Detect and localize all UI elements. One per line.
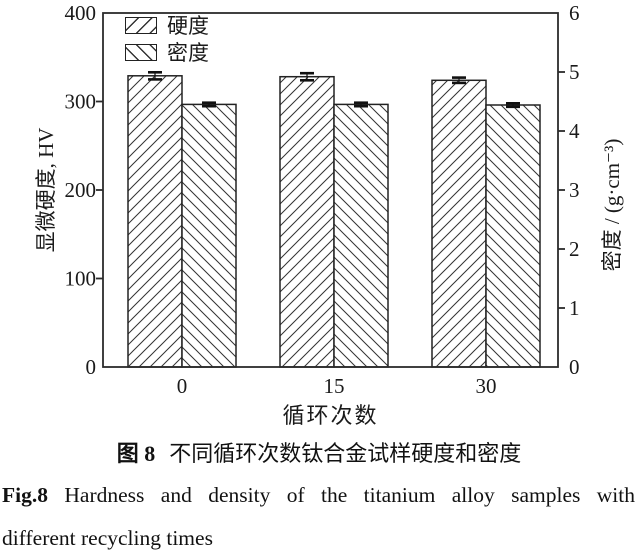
bar-硬度-15 [279, 75, 335, 368]
right-tick-label-4: 4 [569, 119, 580, 143]
caption-english: Fig.8 Hardness and density of the titani… [2, 474, 635, 554]
left-tick-label-200: 200 [65, 178, 97, 202]
caption-en-line2: different recycling times [2, 526, 213, 550]
right-tick-label-6: 6 [569, 1, 580, 25]
caption-en-line1: Fig.8 Hardness and density of the titani… [2, 474, 635, 517]
legend: 硬度 密度 [125, 13, 209, 67]
x-tick-label-0: 0 [177, 374, 188, 398]
right-tick-label-0: 0 [569, 355, 580, 379]
x-tick-label-15: 15 [324, 374, 345, 398]
bar-密度-0 [181, 103, 237, 368]
right-axis: 0 1 2 3 4 5 6 [558, 1, 580, 379]
x-tick-label-30: 30 [476, 374, 497, 398]
caption-cn-text: 不同循环次数钛合金试样硬度和密度 [169, 441, 522, 466]
x-axis: 0 15 30 [177, 374, 497, 398]
error-bars-group [148, 71, 520, 109]
bar-硬度-30 [431, 79, 487, 368]
density-hatch-swatch-icon [125, 43, 157, 61]
right-tick-label-3: 3 [569, 178, 580, 202]
right-tick-label-5: 5 [569, 60, 580, 84]
caption-cn-number: 图 8 [116, 441, 156, 466]
legend-label-hardness: 硬度 [167, 14, 209, 38]
legend-item-density: 密度 [125, 40, 209, 65]
legend-item-hardness: 硬度 [125, 13, 209, 38]
chart-area: 0 100 200 300 400 0 1 2 3 4 5 6 0 15 30 显微硬度, HV 密度 / … [34, 1, 624, 428]
bar-chart: 0 100 200 300 400 0 1 2 3 4 5 6 0 15 30 [65, 1, 581, 398]
bars-group [127, 75, 541, 368]
right-tick-label-2: 2 [569, 237, 580, 261]
bar-硬度-0 [127, 75, 183, 368]
right-axis-title: 密度 / (g·cm⁻³) [600, 138, 624, 272]
bar-密度-15 [333, 103, 389, 368]
caption-en-number: Fig.8 [2, 483, 48, 507]
left-tick-label-400: 400 [65, 1, 97, 25]
bar-密度-30 [485, 104, 541, 368]
caption-chinese: 图 8 不同循环次数钛合金试样硬度和密度 [0, 436, 638, 468]
left-tick-label-0: 0 [86, 355, 97, 379]
right-tick-label-1: 1 [569, 296, 580, 320]
x-axis-title: 循环次数 [282, 403, 379, 428]
left-tick-label-100: 100 [65, 267, 97, 291]
left-tick-label-300: 300 [65, 90, 97, 114]
hardness-hatch-swatch-icon [125, 16, 157, 34]
caption-en-text1: Hardness and density of the titanium all… [64, 483, 635, 507]
left-axis: 0 100 200 300 400 [65, 1, 103, 379]
left-axis-title: 显微硬度, HV [34, 127, 58, 253]
legend-label-density: 密度 [167, 41, 209, 65]
